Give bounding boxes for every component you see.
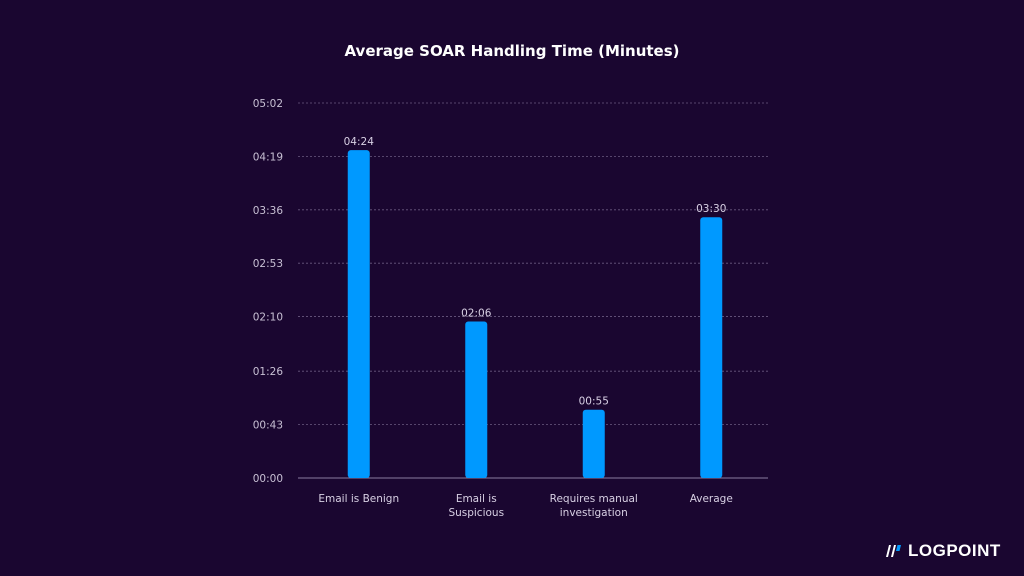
bar [465,321,488,478]
y-tick-label: 00:43 [253,420,283,432]
chart-title: Average SOAR Handling Time (Minutes) [344,42,680,60]
y-tick-label: 02:10 [253,312,283,324]
x-tick-label: Suspicious [448,507,504,519]
x-tick-label: Average [690,493,733,505]
y-tick-label: 01:26 [253,366,284,378]
bar [347,150,370,478]
data-label: 02:06 [461,308,492,320]
data-label: 03:30 [696,203,726,215]
bar [700,217,723,478]
y-tick-label: 00:00 [253,473,283,485]
bar [582,409,605,478]
y-tick-label: 05:02 [253,98,283,110]
y-tick-label: 04:19 [253,151,283,163]
logo-text: LOGPOINT [908,541,1001,560]
y-tick-label: 02:53 [253,258,283,270]
x-tick-label: Email is Benign [318,493,399,505]
data-label: 00:55 [579,396,609,408]
y-tick-label: 03:36 [253,205,284,217]
x-tick-label: investigation [560,507,628,519]
logpoint-logo: LOGPOINT [884,541,1001,561]
x-tick-label: Requires manual [550,493,638,505]
logo-mark-icon [886,545,901,557]
x-tick-label: Email is [456,493,497,505]
data-label: 04:24 [344,136,375,148]
